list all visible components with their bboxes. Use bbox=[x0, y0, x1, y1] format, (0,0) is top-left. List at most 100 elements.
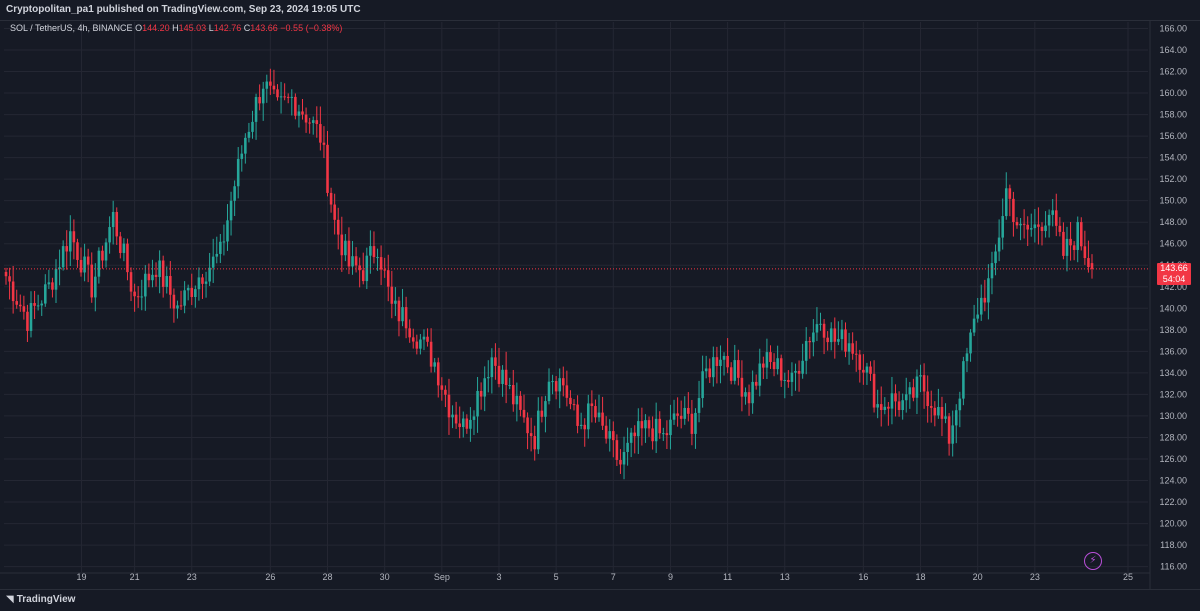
candle-body bbox=[547, 381, 551, 402]
price-tick-label: 146.00 bbox=[1159, 239, 1187, 249]
candle-body bbox=[147, 273, 151, 281]
candle-body bbox=[597, 412, 601, 418]
candle-body bbox=[576, 404, 579, 426]
candle-body bbox=[565, 385, 569, 398]
candle-body bbox=[1083, 246, 1087, 259]
candle-body bbox=[383, 269, 386, 271]
candle-body bbox=[501, 369, 504, 384]
time-tick-label: 13 bbox=[780, 572, 790, 582]
candle-body bbox=[140, 296, 144, 298]
candle-body bbox=[1062, 231, 1065, 256]
price-tick-label: 142.00 bbox=[1159, 282, 1187, 292]
candle-body bbox=[687, 407, 690, 414]
candle-body bbox=[558, 378, 562, 392]
candle-body bbox=[333, 204, 336, 220]
tradingview-logo-icon: ◥ bbox=[6, 594, 14, 605]
candle-body bbox=[136, 296, 140, 298]
time-tick-label: 30 bbox=[380, 572, 390, 582]
last-price-badge: 143.66 54:04 bbox=[1157, 262, 1191, 285]
candle-body bbox=[222, 241, 226, 243]
candle-body bbox=[965, 353, 969, 362]
price-tick-label: 128.00 bbox=[1159, 432, 1187, 442]
candle-body bbox=[1015, 221, 1019, 226]
candle-body bbox=[583, 424, 587, 430]
candle-body bbox=[865, 366, 869, 373]
candle-body bbox=[201, 277, 204, 284]
candle-body bbox=[601, 412, 604, 426]
candle-body bbox=[286, 96, 290, 98]
candle-body bbox=[129, 272, 133, 292]
candle-body bbox=[651, 428, 654, 442]
candle-body bbox=[858, 354, 862, 370]
candle-body bbox=[694, 412, 697, 434]
candle-body bbox=[258, 97, 261, 104]
candle-body bbox=[190, 287, 194, 297]
candle-body bbox=[1087, 258, 1090, 268]
candle-body bbox=[987, 278, 990, 303]
candle-body bbox=[8, 276, 11, 282]
candle-body bbox=[554, 381, 558, 392]
lightning-icon[interactable]: ⚡ bbox=[1084, 552, 1102, 570]
candle-body bbox=[790, 372, 794, 382]
candle-body bbox=[729, 367, 733, 381]
candle-body bbox=[640, 421, 644, 429]
time-tick-label: 19 bbox=[76, 572, 86, 582]
candle-body bbox=[979, 297, 983, 315]
candle-body bbox=[422, 336, 426, 340]
candle-body bbox=[897, 401, 901, 411]
tradingview-logo[interactable]: ◥ TradingView bbox=[6, 594, 75, 605]
candle-body bbox=[1019, 223, 1022, 226]
candle-body bbox=[851, 343, 854, 354]
candle-body bbox=[126, 243, 129, 273]
candle-body bbox=[1051, 210, 1054, 215]
candle-body bbox=[11, 281, 15, 302]
candle-body bbox=[90, 264, 94, 298]
price-tick-label: 132.00 bbox=[1159, 389, 1187, 399]
candle-body bbox=[215, 253, 219, 257]
candle-body bbox=[354, 256, 358, 266]
candle-body bbox=[983, 297, 987, 303]
high-value: 145.03 bbox=[178, 23, 207, 33]
candle-body bbox=[787, 379, 790, 382]
candle-body bbox=[1044, 225, 1047, 232]
candle-body bbox=[365, 255, 369, 282]
candle-body bbox=[697, 398, 701, 413]
candle-body bbox=[629, 432, 633, 443]
candle-body bbox=[769, 352, 772, 363]
candle-body bbox=[236, 158, 240, 187]
candle-body bbox=[840, 329, 844, 340]
candle-body bbox=[826, 337, 829, 343]
candle-body bbox=[715, 357, 719, 366]
candle-body bbox=[801, 360, 804, 374]
candle-body bbox=[644, 420, 647, 429]
candle-body bbox=[954, 410, 958, 426]
candle-body bbox=[612, 431, 615, 441]
candle-body bbox=[765, 352, 769, 368]
candle-body bbox=[722, 355, 726, 360]
candle-body bbox=[419, 339, 422, 349]
candle-body bbox=[504, 369, 508, 386]
candle-body bbox=[1065, 238, 1069, 256]
candle-body bbox=[529, 433, 533, 437]
last-price-value: 143.66 bbox=[1160, 262, 1188, 273]
candle-body bbox=[1076, 222, 1079, 250]
candle-body bbox=[297, 111, 301, 116]
candle-body bbox=[208, 267, 211, 282]
candle-body bbox=[544, 401, 547, 417]
candle-body bbox=[833, 328, 837, 342]
time-tick-label: 26 bbox=[265, 572, 275, 582]
candle-body bbox=[590, 403, 594, 407]
candle-body bbox=[1033, 224, 1037, 229]
candle-body bbox=[719, 359, 722, 366]
candle-body bbox=[1054, 210, 1058, 226]
price-tick-label: 120.00 bbox=[1159, 519, 1187, 529]
candle-body bbox=[429, 341, 433, 367]
candle-body bbox=[894, 393, 897, 402]
candle-body bbox=[969, 332, 972, 354]
candle-body bbox=[712, 357, 715, 378]
candle-body bbox=[397, 300, 401, 322]
candle-body bbox=[479, 390, 483, 397]
candle-body bbox=[40, 303, 44, 306]
candle-body bbox=[411, 337, 415, 342]
